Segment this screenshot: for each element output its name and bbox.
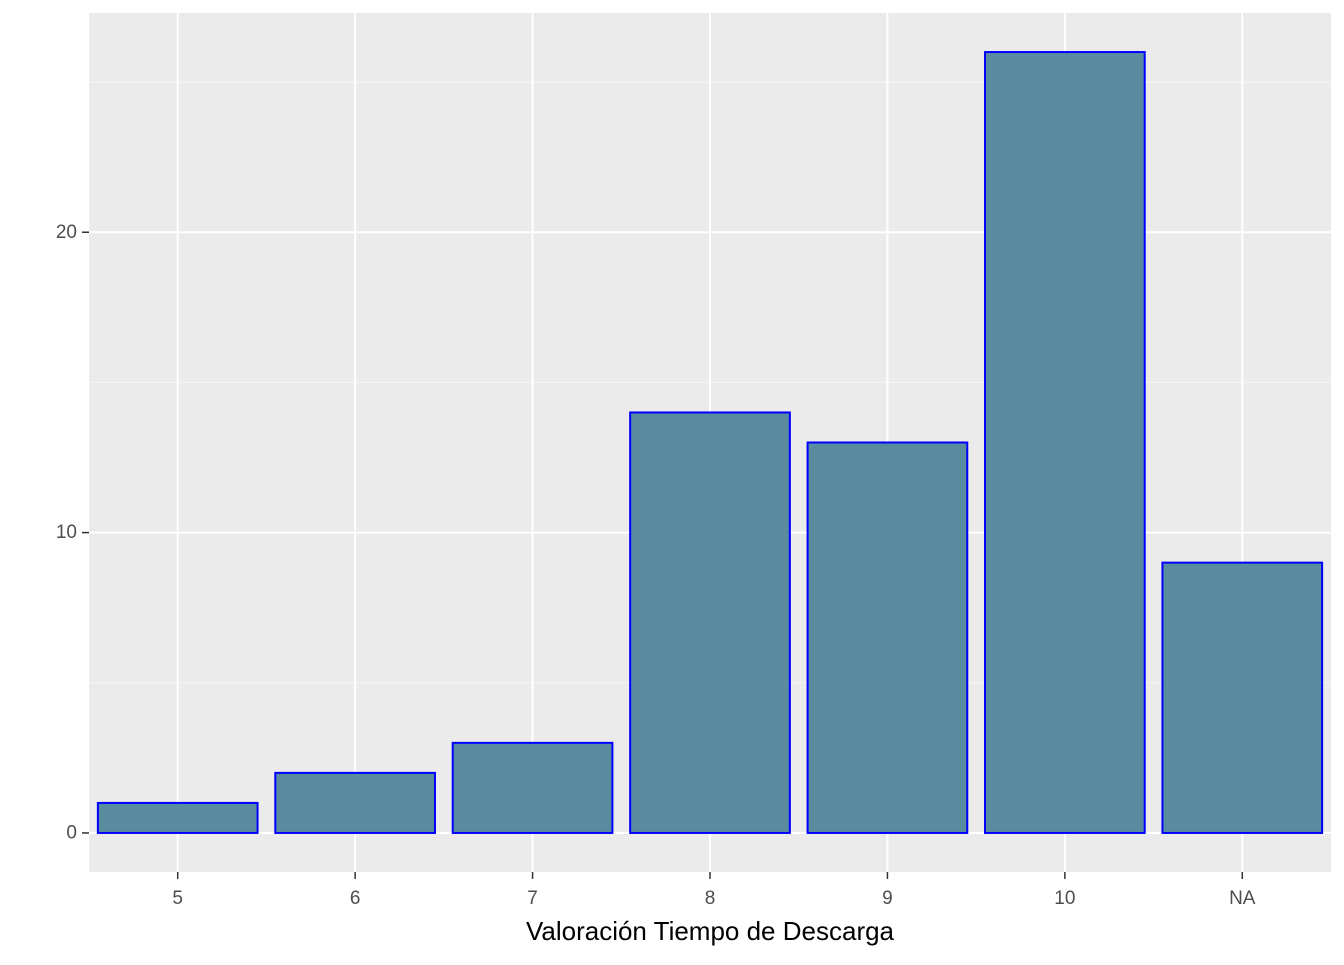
bar-6 [274,771,436,834]
x-tick-label: 8 [705,888,716,909]
y-tick-label: 10 [56,522,77,543]
bar-7 [451,741,614,834]
x-tick-label: 7 [527,888,538,909]
bar-NA [1161,561,1324,834]
bar-10 [984,51,1146,834]
y-tick-label: 0 [66,822,77,843]
x-axis-title: Valoración Tiempo de Descarga [526,916,895,946]
x-tick-label: 5 [172,888,183,909]
x-axis: 5 6 7 8 9 10 NA [172,872,1256,909]
y-tick-label: 20 [56,222,77,243]
bar-8 [629,411,791,834]
bar-5 [96,801,259,834]
y-axis: 0 10 20 [56,222,89,843]
x-tick-label: 10 [1054,888,1075,909]
x-tick-label: 9 [882,888,893,909]
bar-9 [806,441,969,834]
x-tick-label: 6 [350,888,361,909]
bars [96,51,1324,834]
x-tick-label: NA [1229,888,1256,909]
